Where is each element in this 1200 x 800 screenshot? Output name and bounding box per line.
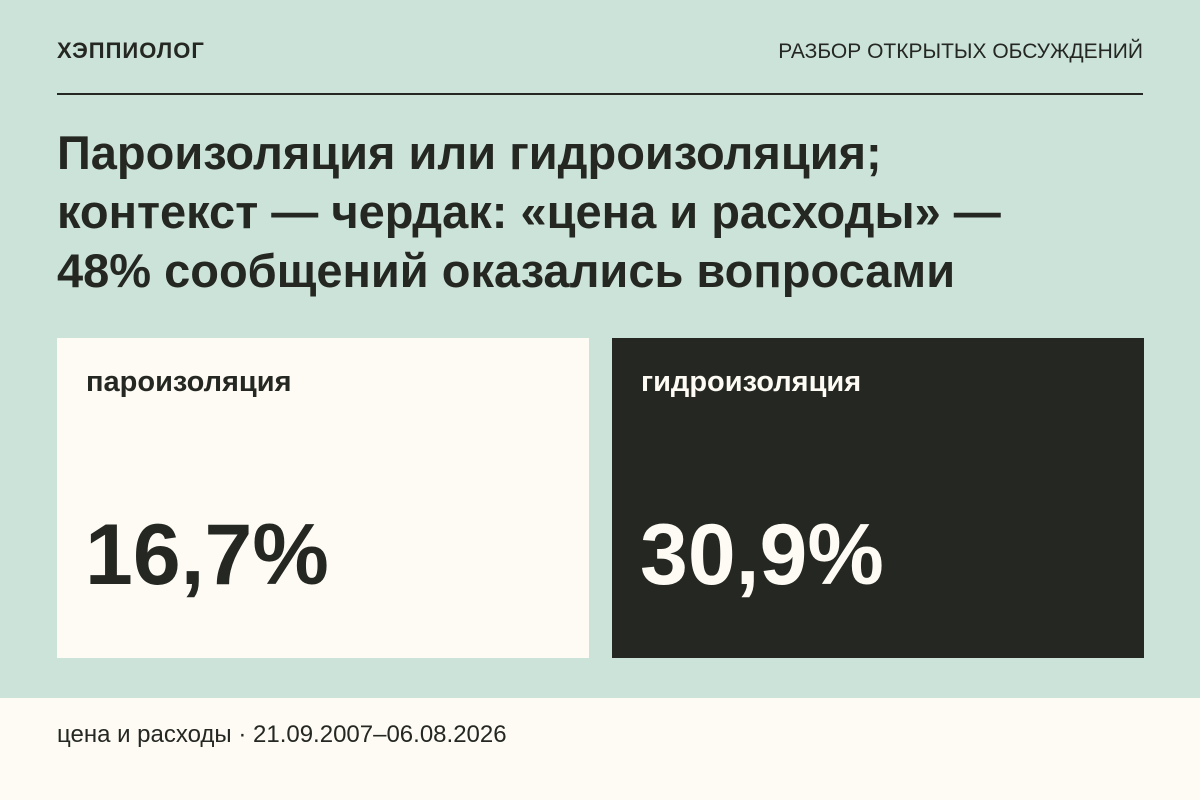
footer-text: цена и расходы · 21.09.2007–06.08.2026 <box>57 721 507 748</box>
card-value: 30,9% <box>640 507 884 603</box>
headline-line: Пароизоляция или гидроизоляция; <box>57 126 882 179</box>
headline-line: 48% сообщений оказались вопросами <box>57 244 956 297</box>
divider <box>57 93 1143 95</box>
card: пароизоляция 16,7% <box>57 338 589 658</box>
card-value: 16,7% <box>85 507 329 603</box>
brand: ХЭППИОЛОГ <box>57 38 205 63</box>
headline: Пароизоляция или гидроизоляция; контекст… <box>57 123 1001 300</box>
card: гидроизоляция 30,9% <box>612 338 1144 658</box>
card-label: гидроизоляция <box>641 366 862 398</box>
section-title: РАЗБОР ОТКРЫТЫХ ОБСУЖДЕНИЙ <box>778 40 1143 63</box>
card-label: пароизоляция <box>86 366 292 398</box>
headline-line: контекст — чердак: «цена и расходы» — <box>57 185 1001 238</box>
footer: цена и расходы · 21.09.2007–06.08.2026 <box>0 698 1200 800</box>
